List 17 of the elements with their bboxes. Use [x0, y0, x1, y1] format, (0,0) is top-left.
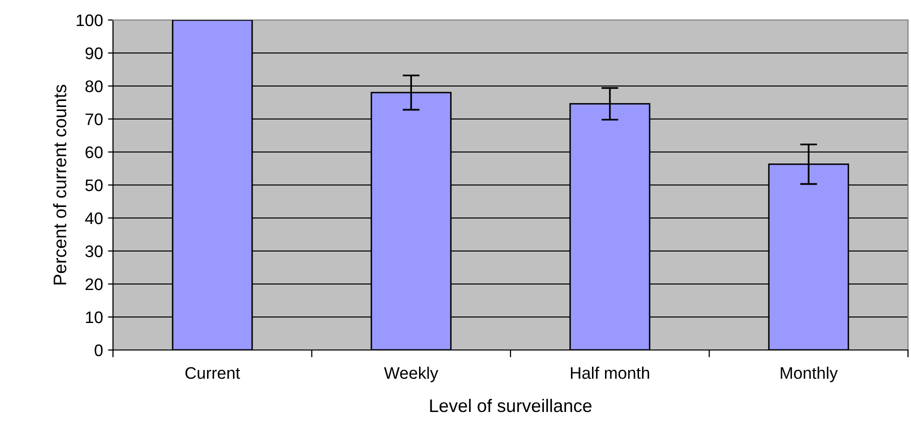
x-tick-label: Half month — [570, 366, 650, 379]
x-tick-label: Monthly — [780, 366, 838, 382]
y-tick-label: 100 — [76, 14, 103, 26]
y-tick-label: 90 — [86, 47, 103, 60]
y-tick-label: 80 — [85, 80, 103, 92]
y-axis-title: Percent of current counts — [53, 84, 66, 284]
y-tick-label: 40 — [85, 212, 103, 224]
x-tick-label: Current — [185, 367, 240, 379]
y-tick-label: 30 — [85, 245, 103, 258]
y-tick-label: 60 — [86, 146, 103, 158]
y-tick-label: 0 — [94, 344, 103, 356]
x-axis-title: Level of surveillance — [430, 398, 592, 412]
x-tick-label: Weekly — [384, 366, 438, 382]
y-tick-label: 50 — [85, 179, 103, 192]
y-tick-label: 20 — [86, 278, 103, 290]
y-tick-label: 10 — [86, 311, 103, 324]
y-tick-label: 70 — [86, 113, 103, 126]
